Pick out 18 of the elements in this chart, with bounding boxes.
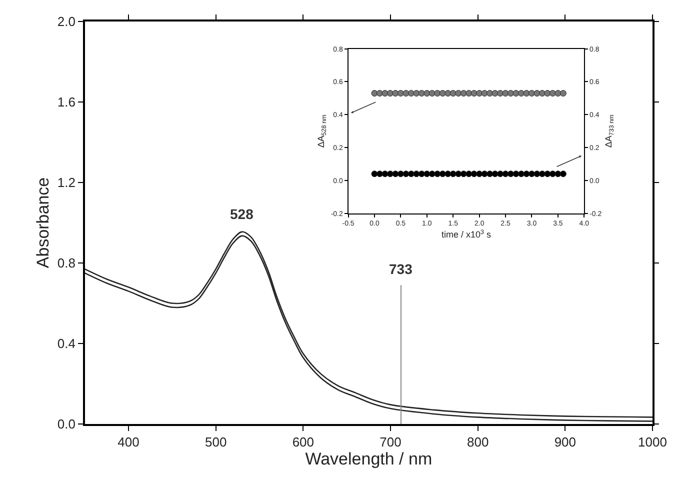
x-axis-title: Wavelength / nm xyxy=(305,449,432,468)
x-tick-label: 700 xyxy=(380,434,402,450)
y-axis-title: Absorbance xyxy=(33,177,52,268)
y-tick-label: 1.2 xyxy=(57,175,76,190)
x-tick-label: 1000 xyxy=(638,434,667,450)
x-axis-title: time / x10$^{3}$ s xyxy=(441,228,492,240)
x-tick-label: 400 xyxy=(118,434,140,450)
y-tick-label: 2.0 xyxy=(57,14,76,29)
y-tick-label: 0.4 xyxy=(57,336,76,352)
x-tick-label: 900 xyxy=(554,434,576,450)
x-tick-label: 500 xyxy=(204,434,227,450)
annotation: 528 xyxy=(230,206,254,222)
x-tick-label: 800 xyxy=(466,434,489,450)
annotation: 733 xyxy=(389,261,413,277)
y-tick-label: 0.8 xyxy=(57,256,76,271)
y-tick-label: 1.6 xyxy=(57,94,76,110)
y-tick-label: 0.0 xyxy=(57,416,76,432)
x-tick-label: 600 xyxy=(292,434,314,450)
